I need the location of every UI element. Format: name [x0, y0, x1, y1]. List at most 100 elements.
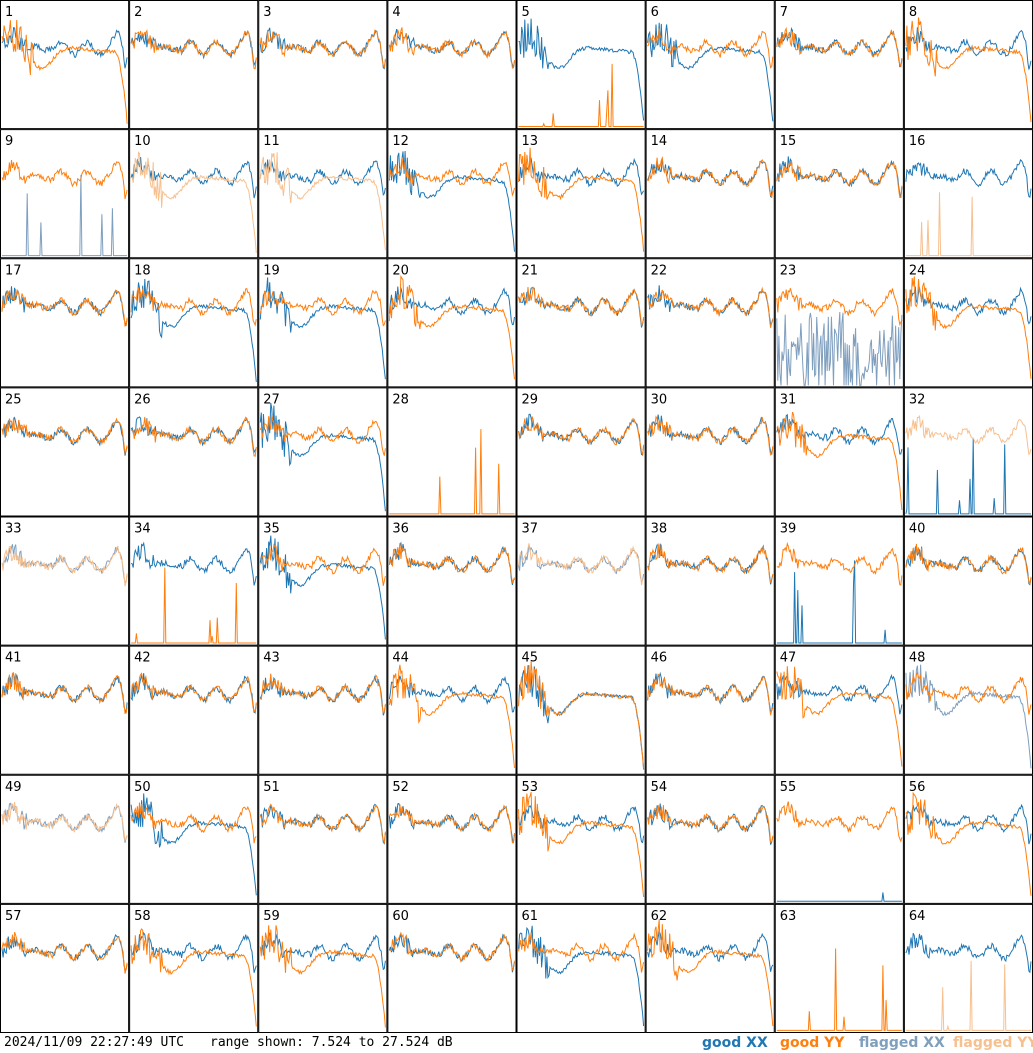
panel-30-frame: [645, 387, 775, 517]
panel-4-frame: [387, 0, 517, 130]
panel-5-good-yy-line: [518, 63, 644, 127]
panel-23-label: 23: [780, 263, 797, 278]
panel-7-label: 7: [780, 5, 788, 20]
panel-13: 13: [516, 129, 646, 259]
panel-25-frame: [0, 387, 130, 517]
panel-29-label: 29: [522, 392, 539, 407]
panel-55-good-xx-line: [776, 892, 902, 902]
panel-32-flagged-yy-line: [905, 414, 1032, 456]
panel-40-good-xx-line: [905, 544, 1032, 586]
panel-41-good-yy-line: [1, 672, 128, 714]
panel-49-frame: [0, 774, 130, 904]
panel-2-good-xx-line: [130, 30, 257, 67]
panel-14-frame: [645, 129, 775, 259]
panel-53: 53: [516, 774, 646, 904]
panel-6-label: 6: [651, 5, 659, 20]
timestamp-label: 2024/11/09 22:27:49 UTC: [4, 1035, 185, 1050]
panel-38-good-yy-line: [647, 543, 774, 584]
panel-38-frame: [645, 516, 775, 646]
panel-47-label: 47: [780, 651, 797, 666]
panel-35-label: 35: [263, 522, 280, 537]
panel-13-label: 13: [522, 134, 539, 149]
panel-28-frame: [387, 387, 517, 517]
panel-49: 49: [0, 774, 130, 904]
panel-26: 26: [129, 387, 259, 517]
panel-63-label: 63: [780, 909, 797, 924]
panel-27-good-xx-line: [259, 403, 386, 512]
panel-13-good-xx-line: [518, 157, 645, 196]
panel-59-label: 59: [263, 909, 280, 924]
panel-2-frame: [129, 0, 259, 130]
panel-49-flagged-xx-line: [1, 802, 128, 843]
panel-29-good-yy-line: [518, 416, 645, 455]
panel-46-frame: [645, 645, 775, 775]
panel-5-label: 5: [522, 5, 530, 20]
panel-14-good-yy-line: [647, 155, 774, 199]
panel-50-good-yy-line: [130, 802, 257, 844]
panel-26-label: 26: [134, 392, 151, 407]
panel-11-frame: [258, 129, 388, 259]
panel-56-label: 56: [909, 780, 926, 795]
panel-62: 62: [645, 903, 775, 1033]
panel-18-label: 18: [134, 263, 151, 278]
panel-24: 24: [903, 258, 1033, 388]
panel-18-good-xx-line: [130, 278, 257, 383]
panel-50: 50: [129, 774, 259, 904]
panel-36-label: 36: [392, 522, 409, 537]
panel-5: 5: [516, 0, 646, 130]
panel-28-good-yy-line: [389, 429, 515, 515]
panel-56: 56: [903, 774, 1033, 904]
panel-30-label: 30: [651, 392, 668, 407]
panel-59: 59: [258, 903, 388, 1033]
panel-51: 51: [258, 774, 388, 904]
panel-58-label: 58: [134, 909, 151, 924]
panel-24-label: 24: [909, 263, 926, 278]
panel-23-frame: [774, 258, 904, 388]
panel-34: 34: [129, 516, 259, 646]
panel-51-frame: [258, 774, 388, 904]
panel-46-good-yy-line: [647, 673, 774, 716]
panel-7-frame: [774, 0, 904, 130]
panel-48-label: 48: [909, 651, 926, 666]
panel-63-frame: [774, 903, 904, 1033]
panel-33-flagged-yy-line: [1, 545, 128, 587]
panel-32-label: 32: [909, 392, 926, 407]
panel-55-frame: [774, 774, 904, 904]
panel-6-good-xx-line: [647, 22, 774, 122]
panel-50-good-xx-line: [130, 793, 257, 896]
panel-36-good-yy-line: [388, 543, 515, 585]
panel-20-frame: [387, 258, 517, 388]
panel-6: 6: [645, 0, 775, 130]
footer-bar: 2024/11/09 22:27:49 UTC range shown: 7.5…: [0, 1033, 1033, 1053]
panel-6-good-yy-line: [647, 28, 774, 69]
panel-36: 36: [387, 516, 517, 646]
panel-52-good-xx-line: [388, 802, 515, 844]
panel-18-frame: [129, 258, 259, 388]
panel-41-good-xx-line: [1, 673, 128, 714]
panel-61-good-xx-line: [518, 925, 645, 1027]
panel-8-frame: [903, 0, 1033, 130]
panel-8: 8: [903, 0, 1033, 130]
panel-27-label: 27: [263, 392, 280, 407]
panel-2-good-yy-line: [130, 29, 257, 70]
panel-2: 2: [129, 0, 259, 130]
panel-42-good-xx-line: [130, 673, 257, 714]
panel-54-label: 54: [651, 780, 668, 795]
panel-59-good-xx-line: [260, 932, 386, 971]
panel-20: 20: [387, 258, 517, 388]
panel-1-good-yy-line: [1, 19, 128, 124]
panel-13-frame: [516, 129, 646, 259]
panel-32-good-xx-line: [905, 438, 1031, 515]
panel-40-good-yy-line: [905, 543, 1032, 585]
panel-42-good-yy-line: [130, 672, 257, 715]
panel-35: 35: [258, 516, 388, 646]
panel-52-frame: [387, 774, 517, 904]
panel-7: 7: [774, 0, 904, 130]
panel-4-good-yy-line: [388, 27, 515, 69]
panel-21: 21: [516, 258, 646, 388]
panel-45-label: 45: [522, 651, 539, 666]
panel-25: 25: [0, 387, 130, 517]
panel-19: 19: [258, 258, 388, 388]
panel-42-label: 42: [134, 651, 151, 666]
panel-10-label: 10: [134, 134, 151, 149]
